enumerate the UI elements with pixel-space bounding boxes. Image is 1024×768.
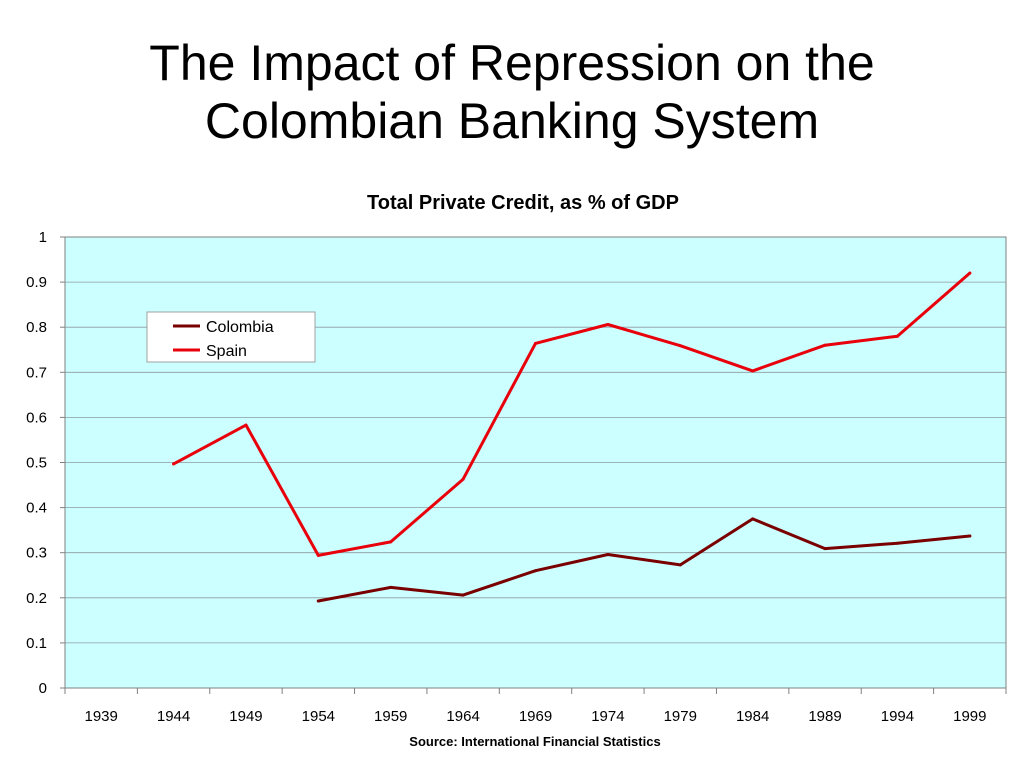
data-point-spain [534,341,537,345]
x-tick-label: 1999 [953,708,986,725]
y-tick-label: 1 [39,229,47,246]
y-tick-label: 0.3 [26,545,47,562]
legend-box [146,311,316,363]
x-tick-label: 1949 [229,708,262,725]
legend: Colombia Spain [146,311,316,363]
data-point-colombia [534,569,537,573]
data-point-colombia [678,563,682,567]
y-tick-label: 0.8 [26,319,47,336]
x-tick-label: 1974 [591,708,624,725]
gridlines [65,281,1006,644]
y-tick-label: 0.9 [26,274,47,291]
x-tick-label: 1984 [736,708,769,725]
x-tick-label: 1954 [302,708,335,725]
data-point-spain [172,462,176,466]
x-tick-label: 1989 [808,708,841,725]
legend-label-colombia: Colombia [206,319,274,336]
data-point-spain [316,553,320,557]
series-line-spain [172,271,972,557]
axes: 0 0.1 0.2 0.3 0.4 0.5 0.6 0.7 0.8 0.9 1 1939 1944 194… [26,229,1007,725]
chart-title: Total Private Credit, as % of GDP [367,192,679,214]
data-point-colombia [606,553,610,557]
x-tick-label: 1979 [664,708,697,725]
series-line-colombia [316,517,972,603]
data-point-spain [823,343,827,347]
data-point-spain [244,423,248,427]
y-tick-label: 0.1 [26,635,47,652]
x-tick-label: 1939 [85,708,118,725]
x-tick-label: 1964 [446,708,479,725]
data-point-spain [751,369,755,373]
y-tick-label: 0.4 [26,500,47,517]
y-tick-label: 0.7 [26,364,47,381]
data-point-colombia [823,547,827,551]
y-tick-label: 0.5 [26,455,47,472]
y-tick-label: 0.6 [26,409,47,426]
data-point-colombia [751,517,755,521]
data-point-spain [389,540,393,544]
legend-label-spain: Spain [206,343,247,360]
data-point-spain [678,344,682,348]
x-tick-label: 1969 [519,708,552,725]
data-point-colombia [968,534,972,538]
x-tick-label: 1959 [374,708,407,725]
data-point-spain [968,271,972,275]
data-point-spain [606,322,610,326]
data-point-spain [461,477,465,481]
data-point-colombia [895,541,899,545]
data-point-spain [895,334,899,338]
slide-title: The Impact of Repression on the Colombia… [149,35,875,149]
y-tick-label: 0 [39,680,47,697]
source-note: Source: International Financial Statisti… [409,734,660,749]
x-tick-label: 1944 [157,708,190,725]
data-point-colombia [316,599,320,603]
data-point-colombia [389,585,393,589]
x-tick-label: 1994 [881,708,914,725]
y-tick-label: 0.2 [26,590,47,607]
data-point-colombia [461,593,465,597]
series-layer [172,271,972,603]
